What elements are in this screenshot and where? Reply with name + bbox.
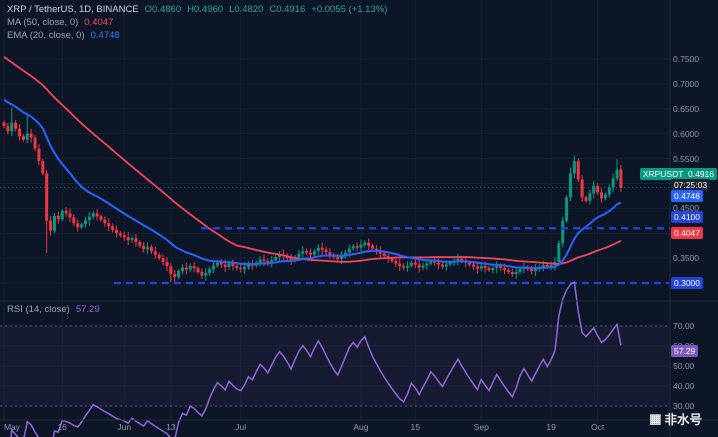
ohlc-close: C0.4916 [269,4,306,15]
symbol-title: XRP / TetherUS, 1D, BINANCE [7,4,139,15]
ema-indicator-value: 0.4748 [90,30,120,41]
rsi-indicator-label: RSI (14, close) [7,304,70,315]
rsi-indicator-value: 57.29 [75,304,100,315]
watermark-text: 非水号 [664,413,702,427]
price-axis[interactable] [670,0,718,420]
ohlc-high: H0.4960 [187,4,224,15]
ema-indicator-label: EMA (20, close, 0) [7,30,85,41]
ohlc-change: +0.0055 (+1.13%) [311,4,388,15]
ma-indicator-value: 0.4047 [84,17,114,28]
time-axis[interactable] [0,420,718,437]
ma-indicator-label: MA (50, close, 0) [7,17,79,28]
symbol-legend: XRP / TetherUS, 1D, BINANCE O0.4860 H0.4… [7,3,387,42]
symbol-info-row[interactable]: XRP / TetherUS, 1D, BINANCE O0.4860 H0.4… [7,3,387,16]
ohlc-open: O0.4860 [144,4,182,15]
rsi-indicator-row[interactable]: RSI (14, close) 57.29 [7,304,100,315]
ohlc-low: L0.4820 [229,4,264,15]
ma-indicator-row[interactable]: MA (50, close, 0) 0.4047 [7,16,387,29]
ema-indicator-row[interactable]: EMA (20, close, 0) 0.4748 [7,29,387,42]
watermark: ▦ 非水号 [649,409,702,428]
watermark-logo-icon: ▦ [649,411,662,426]
